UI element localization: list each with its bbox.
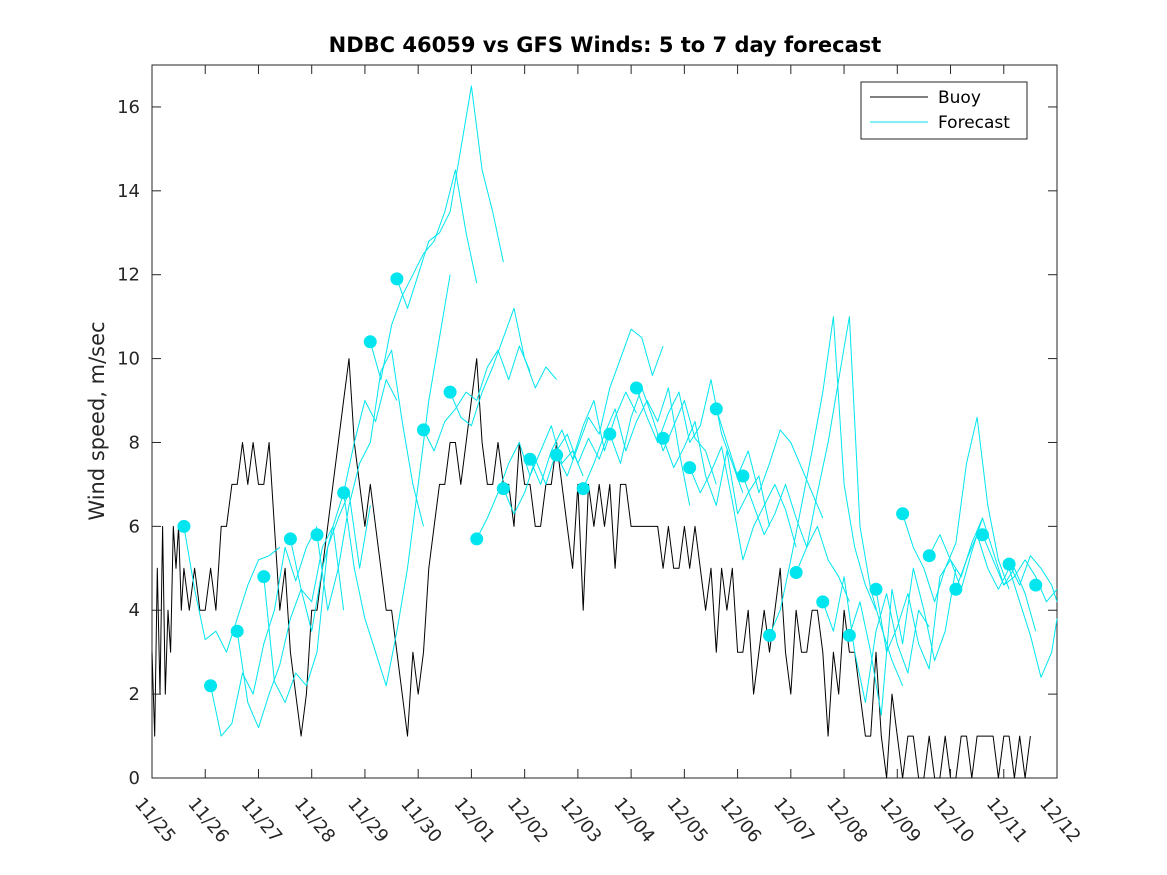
buoy-series-line [151,358,1031,779]
forecast-marker-point [257,570,271,584]
forecast-marker-point [896,507,910,521]
forecast-marker-point [443,385,457,399]
forecast-series-line-19 [662,421,770,527]
legend: Buoy Forecast [860,81,1028,140]
forecast-series-line-3 [236,525,345,729]
forecast-series-line-31 [982,534,1058,603]
forecast-marker-point [390,272,404,286]
forecast-marker-point [310,528,324,542]
forecast-marker-point [230,624,244,638]
forecast-marker-point [523,452,537,466]
forecast-series-line-29 [928,517,1037,632]
forecast-marker-point [869,582,883,596]
forecast-series-line-21 [715,408,824,519]
legend-buoy-label: Buoy [938,88,981,108]
marker-layer [177,272,1043,693]
y-tick-label: 14 [117,181,140,202]
forecast-marker-point [656,431,670,445]
forecast-marker-point [550,448,564,462]
legend-forecast-label: Forecast [938,113,1010,133]
forecast-series-line-24 [795,316,904,686]
series-layer [151,85,1058,779]
forecast-marker-point [789,565,803,579]
forecast-series-line-8 [369,169,478,381]
forecast-marker-point [736,469,750,483]
forecast-series-line-16 [582,387,691,506]
forecast-series-line-22 [742,475,850,602]
forecast-series-line-4 [263,492,371,703]
forecast-series-line-23 [769,316,877,636]
y-tick-label: 10 [117,349,140,370]
forecast-marker-point [842,628,856,642]
y-tick-label: 2 [129,684,140,705]
forecast-marker-point [1029,578,1043,592]
forecast-marker-point [922,549,936,563]
forecast-marker-point [337,486,351,500]
forecast-marker-point [576,482,590,496]
forecast-series-line-7 [343,274,451,687]
y-axis-label: Wind speed, m/sec [85,321,109,520]
forecast-series-line-25 [822,576,930,703]
forecast-series-line-10 [423,345,531,452]
forecast-marker-point [603,427,617,441]
forecast-marker-point [683,461,697,475]
forecast-series-line-1 [183,526,281,653]
axes-frame [151,64,1058,779]
forecast-series-line-28 [902,416,1010,603]
forecast-marker-point [363,335,377,349]
y-tick-label: 8 [129,432,140,453]
y-tick-label: 4 [129,600,140,621]
forecast-series-line-26 [848,567,957,716]
forecast-marker-point [470,532,484,546]
forecast-marker-point [417,423,430,437]
forecast-marker-point [496,482,510,496]
forecast-series-line-6 [316,349,424,611]
chart-title: NDBC 46059 vs GFS Winds: 5 to 7 day fore… [329,33,882,57]
forecast-marker-point [177,519,191,533]
tick-layer [151,65,1058,779]
forecast-series-line-18 [635,379,744,493]
forecast-series-line-27 [875,517,983,670]
forecast-marker-point [763,628,777,642]
forecast-series-line-15 [556,328,664,477]
forecast-marker-point [629,381,643,395]
forecast-marker-point [1002,557,1016,571]
forecast-marker-point [709,402,723,416]
y-tick-label: 16 [117,97,140,118]
legend-box [860,81,1028,140]
forecast-series-line-9 [396,85,504,309]
plot-area [151,64,1058,779]
forecast-series-line-20 [689,446,797,561]
y-tick-labels: 0 2 4 6 8 10 12 14 16 [117,97,140,789]
forecast-series-line-11 [449,307,557,427]
forecast-marker-point [283,532,297,546]
y-tick-label: 0 [129,768,140,789]
forecast-series-line-14 [529,391,637,485]
forecast-marker-point [975,528,989,542]
forecast-marker-point [816,595,830,609]
forecast-series-line-17 [609,387,717,485]
forecast-series-line-2 [210,526,318,737]
forecast-marker-point [949,582,963,596]
forecast-series-line-32 [1008,555,1058,602]
y-tick-label: 6 [129,516,140,537]
forecast-marker-point [204,679,218,693]
y-tick-label: 12 [117,265,140,286]
